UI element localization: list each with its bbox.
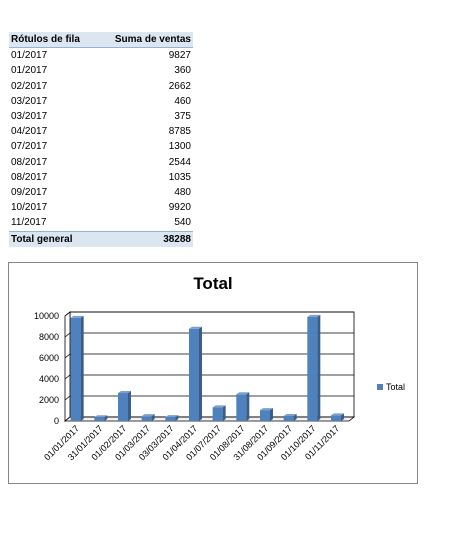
gridline-side — [64, 395, 71, 401]
pivot-header-row: Rótulos de fila Suma de ventas — [9, 32, 193, 49]
table-row: 01/2017 360 — [9, 63, 193, 78]
legend-label: Total — [386, 382, 405, 392]
sales-value-cell[interactable]: 2662 — [168, 80, 191, 92]
y-tick-label: 4000 — [39, 374, 59, 384]
row-label-cell[interactable]: 01/2017 — [11, 50, 48, 62]
grand-total-label[interactable]: Total general — [9, 230, 97, 247]
sales-value-cell[interactable]: 9827 — [168, 50, 191, 62]
sales-value-cell[interactable]: 2544 — [168, 156, 191, 168]
sales-value-cell[interactable]: 360 — [174, 65, 191, 77]
row-label-cell[interactable]: 01/2017 — [11, 65, 48, 77]
table-row: 01/2017 9827 — [9, 48, 193, 64]
table-row: 09/2017 480 — [9, 185, 193, 200]
table-row: 08/2017 1035 — [9, 170, 193, 185]
column-chart: Total020004000600080001000001/01/201731/… — [34, 274, 405, 462]
chart-area[interactable]: Total 0 2000 4000 6000 8000 10000 01/01/2017 31/… — [8, 262, 418, 484]
chart-title: Total — [193, 274, 232, 293]
y-tick-label: 0 — [54, 416, 59, 426]
bar[interactable] — [117, 391, 131, 421]
y-tick-label: 8000 — [39, 332, 59, 342]
table-row: 02/2017 2662 — [9, 79, 193, 94]
grand-total-row: Total general 38288 — [9, 230, 193, 247]
bar[interactable] — [259, 408, 273, 421]
grand-total-value[interactable]: 38288 — [96, 230, 193, 247]
bar[interactable] — [283, 413, 297, 421]
gridline-side — [64, 332, 71, 338]
table-row: 07/2017 1300 — [9, 139, 193, 154]
chart-back-wall — [69, 311, 355, 418]
row-label-cell[interactable]: 08/2017 — [11, 156, 48, 168]
table-row: 11/2017 540 — [9, 215, 193, 231]
bar[interactable] — [212, 405, 226, 421]
row-label-cell[interactable]: 07/2017 — [11, 141, 48, 153]
sales-value-cell[interactable]: 375 — [174, 111, 191, 123]
y-tick-label: 6000 — [39, 353, 59, 363]
row-labels-header[interactable]: Rótulos de fila — [9, 32, 97, 49]
bar[interactable] — [307, 314, 321, 421]
y-tick-label: 2000 — [39, 395, 59, 405]
bar[interactable] — [94, 415, 108, 421]
gridline-side — [64, 416, 71, 422]
y-tick-label: 10000 — [34, 311, 59, 321]
row-label-cell[interactable]: 04/2017 — [11, 126, 48, 138]
table-row: 08/2017 2544 — [9, 155, 193, 170]
row-label-cell[interactable]: 08/2017 — [11, 171, 48, 183]
bar[interactable] — [70, 315, 84, 421]
sales-value-cell[interactable]: 8785 — [168, 126, 191, 138]
bar[interactable] — [330, 413, 344, 421]
row-label-cell[interactable]: 02/2017 — [11, 80, 48, 92]
legend-swatch — [377, 384, 383, 390]
gridline-side — [64, 374, 71, 380]
sales-value-cell[interactable]: 480 — [174, 187, 191, 199]
gridline-side — [64, 353, 71, 359]
row-label-cell[interactable]: 03/2017 — [11, 111, 48, 123]
table-row: 03/2017 460 — [9, 94, 193, 109]
gridline-side — [64, 311, 71, 317]
chart-side-wall — [64, 311, 71, 422]
sales-value-cell[interactable]: 460 — [174, 95, 191, 107]
bar[interactable] — [141, 414, 155, 421]
table-row: 04/2017 8785 — [9, 124, 193, 139]
bar[interactable] — [165, 415, 179, 421]
sales-value-cell[interactable]: 9920 — [168, 202, 191, 214]
row-label-cell[interactable]: 09/2017 — [11, 187, 48, 199]
bar[interactable] — [236, 392, 250, 421]
sales-value-cell[interactable]: 1035 — [168, 171, 191, 183]
row-label-cell[interactable]: 10/2017 — [11, 202, 48, 214]
table-row: 10/2017 9920 — [9, 200, 193, 215]
pivot-table: Rótulos de fila Suma de ventas 01/2017 98… — [9, 32, 193, 247]
sum-sales-header[interactable]: Suma de ventas — [96, 32, 193, 49]
table-row: 03/2017 375 — [9, 109, 193, 124]
bar[interactable] — [188, 326, 202, 421]
sales-value-cell[interactable]: 540 — [174, 217, 191, 229]
row-label-cell[interactable]: 11/2017 — [11, 217, 47, 229]
sales-value-cell[interactable]: 1300 — [168, 141, 191, 153]
row-label-cell[interactable]: 03/2017 — [11, 95, 48, 107]
